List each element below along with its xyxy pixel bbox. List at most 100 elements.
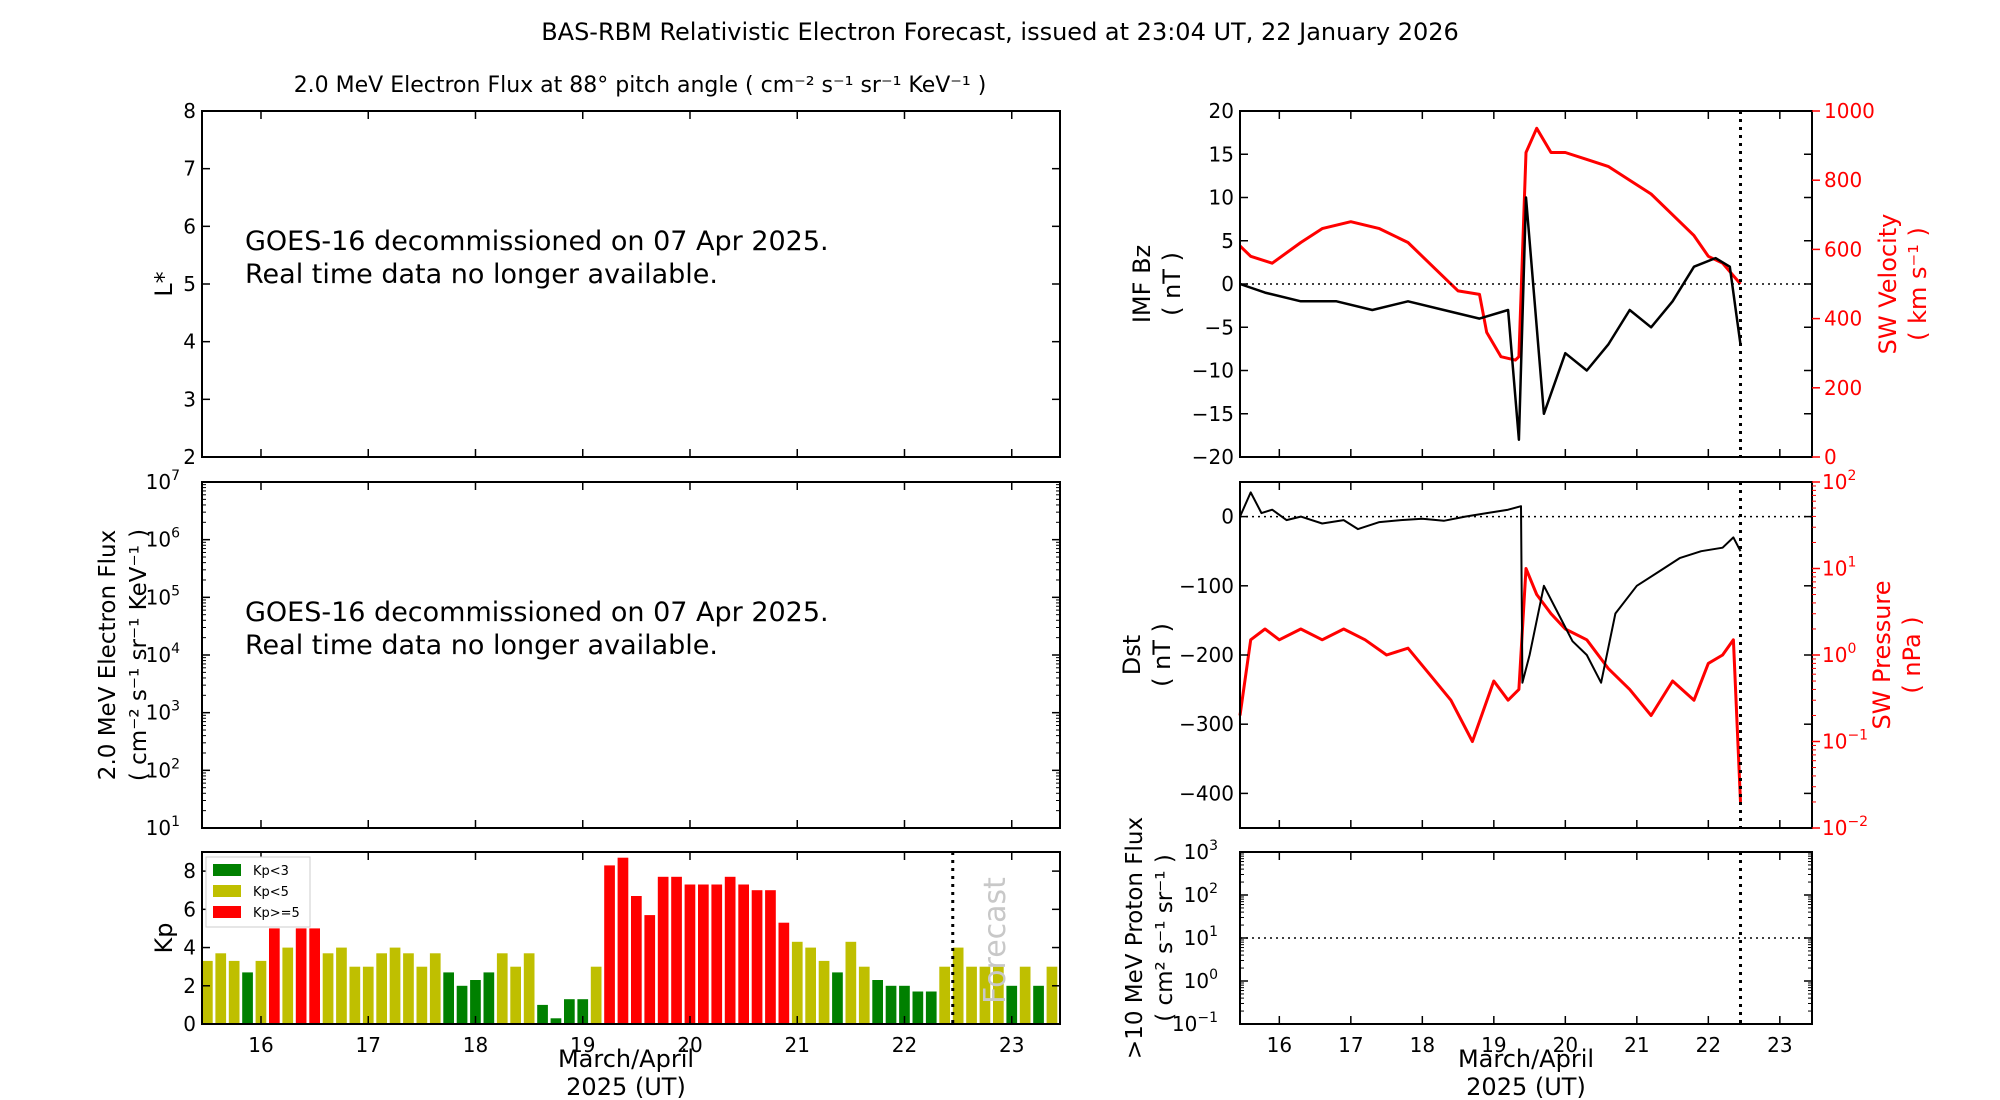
dst-y-label-line1: Dst	[1118, 635, 1146, 675]
kp-y-label: Kp	[150, 923, 178, 954]
lstar-message-line2: Real time data no longer available.	[245, 259, 718, 290]
dst-y-tick-label-2: −200	[1179, 643, 1234, 667]
kp-bar-31	[617, 857, 629, 1024]
kp-x-ticks: 16 17 18 19 20 21 22 23	[248, 852, 1024, 1057]
imf-bz-y-label-line2: ( nT )	[1158, 252, 1186, 316]
left-x-axis-label-line2: 2025 (UT)	[566, 1073, 686, 1100]
proton-flux-x-tick-label-6: 22	[1696, 1033, 1721, 1057]
kp-bar-47	[832, 972, 843, 1024]
kp-bar-34	[657, 876, 669, 1024]
kp-y-tick-label-1: 2	[183, 974, 196, 998]
lstar-y-tick-label-6: 8	[183, 99, 196, 123]
sw-velocity-y-tick-label-1: 200	[1824, 376, 1862, 400]
imf-bz-y-tick-label-1: −15	[1192, 402, 1234, 426]
lstar-y-tick-label-1: 3	[183, 387, 196, 411]
kp-y-tick-label-0: 0	[183, 1012, 196, 1036]
kp-bar-33	[644, 915, 656, 1024]
sw-velocity-y-tick-label-4: 800	[1824, 168, 1862, 192]
kp-legend-swatch-low	[213, 864, 241, 876]
electron-flux-panel: 101 102 103 104 105 106 107 2.0 MeV Electron F…	[95, 468, 1061, 840]
kp-x-tick-label-7: 23	[999, 1033, 1024, 1057]
electron-flux-y-tick-label-2: 102	[146, 756, 180, 782]
kp-bar-12	[362, 966, 374, 1024]
electron-flux-y-tick-label-7: 107	[146, 468, 180, 494]
proton-flux-x-tick-label-3: 19	[1481, 1033, 1506, 1057]
electron-flux-message-line1: GOES-16 decommissioned on 07 Apr 2025.	[245, 597, 829, 628]
kp-bar-56	[952, 947, 964, 1024]
kp-bar-45	[805, 947, 816, 1024]
imf-bz-series	[1238, 126, 1742, 441]
kp-bar-10	[336, 947, 347, 1024]
electron-flux-y-tick-label-6: 106	[146, 526, 180, 552]
kp-legend-label-low: Kp<3	[253, 864, 289, 879]
sw-velocity-line	[1238, 126, 1742, 362]
kp-bar-50	[872, 980, 883, 1024]
kp-bar-36	[684, 884, 696, 1024]
kp-bar-59	[993, 966, 1004, 1024]
kp-bars	[202, 857, 1058, 1024]
kp-bar-23	[510, 966, 521, 1024]
kp-bar-52	[899, 985, 910, 1024]
kp-bar-27	[564, 999, 575, 1024]
electron-flux-y-tick-label-5: 105	[146, 583, 180, 609]
kp-x-tick-label-2: 18	[463, 1033, 488, 1057]
kp-bar-14	[389, 947, 401, 1024]
dst-series	[1238, 491, 1742, 803]
sw-velocity-right-ticks: 0 200 400 600 800 1000	[1812, 99, 1875, 469]
sw-pressure-right-ticks: 10−2 10−1 100 101 102	[1812, 468, 1868, 840]
sw-pressure-y-tick-label-0: 100	[1822, 641, 1856, 667]
kp-bar-24	[523, 953, 535, 1024]
proton-flux-panel: 10−1 100 101 102 103 16 17 18 19 20 21 22 23 >10 Me…	[1122, 817, 1813, 1100]
kp-bar-46	[818, 960, 830, 1024]
kp-bar-61	[1019, 966, 1031, 1024]
kp-bar-18	[443, 972, 454, 1024]
kp-legend-label-mid: Kp<5	[253, 885, 289, 900]
kp-bar-30	[604, 865, 615, 1024]
kp-x-tick-label-5: 21	[785, 1033, 810, 1057]
lstar-y-tick-label-3: 5	[183, 272, 196, 296]
imf-bz-y-tick-label-6: 10	[1209, 186, 1234, 210]
proton-flux-x-tick-label-7: 23	[1767, 1033, 1792, 1057]
sw-pressure-y-tick-label--2: 10−2	[1822, 814, 1868, 840]
kp-legend-label-high: Kp>=5	[253, 906, 300, 921]
dst-left-ticks: −400 −300 −200 −100 0	[1179, 505, 1812, 805]
kp-bar-35	[671, 876, 682, 1024]
dst-x-ticks	[1278, 482, 1781, 828]
proton-flux-x-tick-label-1: 17	[1338, 1033, 1363, 1057]
proton-flux-y-tick-label--1: 10−1	[1172, 1010, 1218, 1036]
lstar-x-ticks	[260, 111, 1013, 457]
lstar-y-tick-label-2: 4	[183, 330, 196, 354]
imf-bz-y-tick-label-2: −10	[1192, 359, 1234, 383]
electron-flux-y-ticks: 101 102 103 104 105 106 107	[146, 468, 1060, 840]
lstar-panel-title: 2.0 MeV Electron Flux at 88° pitch angle…	[294, 73, 987, 98]
kp-bar-32	[631, 896, 642, 1024]
figure-title: BAS-RBM Relativistic Electron Forecast, …	[541, 18, 1459, 46]
kp-bar-53	[912, 991, 924, 1024]
kp-y-tick-label-2: 4	[183, 936, 196, 960]
right-x-axis-label-line2: 2025 (UT)	[1466, 1073, 1586, 1100]
dst-line	[1239, 491, 1742, 684]
kp-legend-swatch-mid	[213, 885, 241, 897]
sw-velocity-y-tick-label-3: 600	[1824, 237, 1862, 261]
electron-flux-y-label-line1: 2.0 MeV Electron Flux	[95, 530, 121, 780]
kp-legend-swatch-high	[213, 906, 241, 918]
electron-flux-y-tick-label-3: 103	[146, 699, 180, 725]
sw-velocity-y-label-line1: SW Velocity	[1874, 214, 1902, 355]
sw-pressure-y-label-line1: SW Pressure	[1868, 580, 1896, 729]
kp-bar-58	[979, 966, 991, 1024]
kp-bar-38	[711, 884, 723, 1024]
kp-bar-40	[738, 884, 749, 1024]
electron-flux-message-line2: Real time data no longer available.	[245, 630, 718, 661]
proton-flux-y-tick-label-0: 100	[1184, 967, 1218, 993]
imf-bz-left-ticks: −20 −15 −10 −5 0 5 10 15 20	[1192, 99, 1812, 469]
kp-bar-42	[765, 890, 776, 1024]
imf-bz-y-tick-label-7: 15	[1209, 142, 1234, 166]
kp-bar-41	[751, 890, 763, 1024]
proton-flux-y-label-line1: >10 MeV Proton Flux	[1122, 817, 1148, 1059]
left-x-axis-label-line1: March/April	[558, 1045, 694, 1073]
lstar-panel: 2.0 MeV Electron Flux at 88° pitch angle…	[150, 73, 1061, 469]
imf-bz-y-tick-label-3: −5	[1205, 315, 1234, 339]
lstar-y-tick-label-4: 6	[183, 214, 196, 238]
lstar-y-tick-label-5: 7	[183, 157, 196, 181]
